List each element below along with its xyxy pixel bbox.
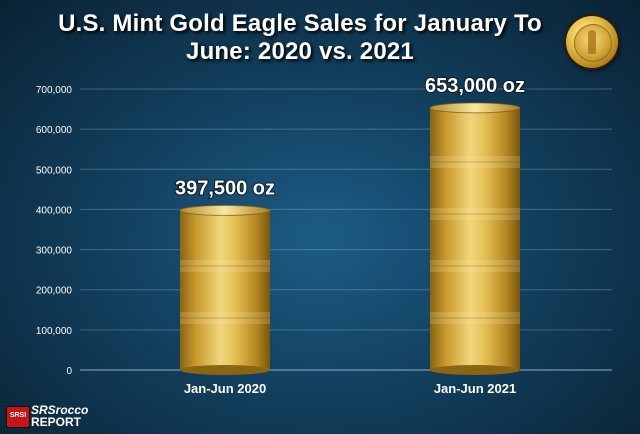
y-tick-label: 600,000 (36, 125, 73, 136)
y-tick-label: 100,000 (36, 326, 73, 337)
logo-line2: REPORT (31, 415, 82, 429)
y-tick-label: 300,000 (36, 246, 73, 257)
chart-title-line2: June: 2020 vs. 2021 (186, 38, 414, 65)
x-tick-label: Jan-Jun 2020 (184, 381, 266, 396)
y-tick-label: 400,000 (36, 205, 73, 216)
bar (429, 102, 521, 375)
logo-badge: SRSI (9, 412, 27, 419)
data-label: 397,500 oz (175, 177, 275, 199)
y-tick-label: 200,000 (36, 286, 73, 297)
y-tick-label: 500,000 (36, 165, 73, 176)
chart-title-line1: U.S. Mint Gold Eagle Sales for January T… (58, 10, 542, 37)
x-tick-label: Jan-Jun 2021 (434, 381, 516, 396)
chart-title: U.S. Mint Gold Eagle Sales for January T… (0, 10, 600, 66)
data-label: 653,000 oz (425, 75, 525, 97)
bar (179, 204, 271, 375)
gold-eagle-coin-icon (566, 16, 618, 68)
srsrocco-report-logo: SRSI SRSrocco REPORT (6, 404, 116, 428)
y-tick-label: 700,000 (36, 85, 73, 96)
y-tick-label: 0 (66, 366, 72, 377)
logo-line1: SRSrocco (31, 403, 89, 417)
